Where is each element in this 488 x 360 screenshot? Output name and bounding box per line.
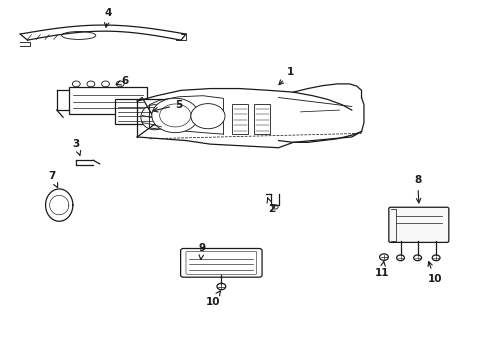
- Circle shape: [217, 283, 225, 290]
- Circle shape: [190, 104, 224, 129]
- Bar: [232, 104, 248, 134]
- FancyBboxPatch shape: [180, 248, 262, 277]
- Circle shape: [87, 81, 95, 87]
- Text: 3: 3: [73, 139, 81, 156]
- Circle shape: [152, 98, 198, 133]
- Bar: [69, 87, 147, 114]
- Text: 10: 10: [427, 262, 441, 284]
- Text: 9: 9: [198, 243, 205, 260]
- Text: 2: 2: [266, 198, 274, 214]
- Text: 7: 7: [48, 171, 58, 188]
- Circle shape: [159, 104, 190, 127]
- Circle shape: [272, 205, 278, 209]
- Text: 1: 1: [279, 67, 294, 85]
- Circle shape: [72, 81, 80, 87]
- Circle shape: [413, 255, 421, 261]
- Text: 4: 4: [104, 8, 111, 27]
- Circle shape: [431, 255, 439, 261]
- Text: 5: 5: [153, 100, 182, 112]
- Text: 11: 11: [374, 262, 388, 278]
- Text: 6: 6: [116, 76, 128, 86]
- Bar: [254, 104, 270, 134]
- Circle shape: [379, 254, 387, 260]
- Circle shape: [116, 81, 124, 87]
- Circle shape: [396, 255, 404, 261]
- Text: 10: 10: [205, 291, 220, 307]
- Text: 8: 8: [413, 175, 420, 203]
- Ellipse shape: [141, 105, 167, 130]
- Bar: [115, 99, 181, 125]
- FancyBboxPatch shape: [388, 207, 448, 242]
- Circle shape: [102, 81, 109, 87]
